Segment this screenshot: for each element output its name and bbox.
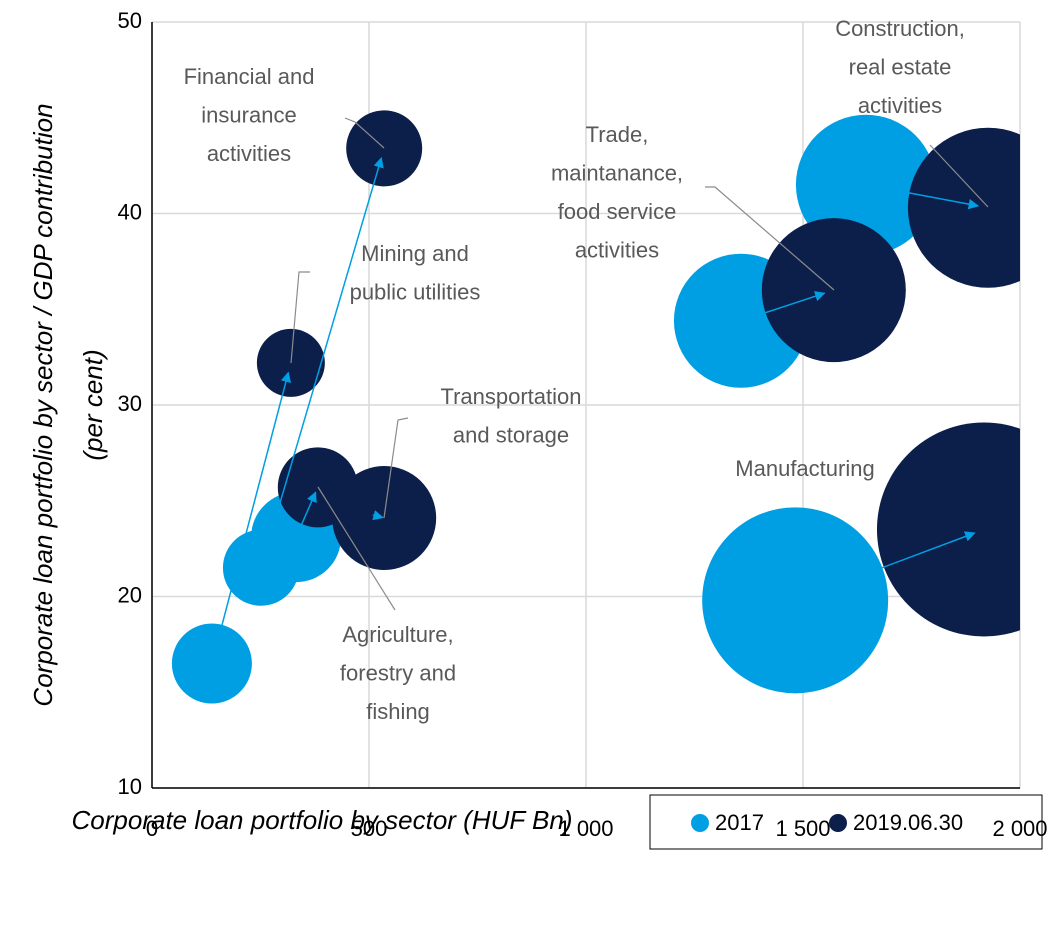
change-arrow [890, 188, 980, 210]
point-label: Mining and [361, 241, 469, 266]
point-label: Trade, [586, 122, 649, 147]
y-tick-label: 50 [118, 8, 142, 33]
y-tick-label: 30 [118, 391, 142, 416]
bubble [702, 507, 889, 694]
change-arrow [299, 491, 317, 528]
leader-line [929, 144, 989, 208]
point-label: Agriculture, [342, 622, 453, 647]
legend-marker [829, 814, 847, 832]
y-tick-label: 40 [118, 199, 142, 224]
x-tick-label: 500 [351, 816, 388, 841]
change-arrow [372, 510, 384, 521]
leader-line [344, 117, 385, 149]
leader-line [705, 186, 835, 291]
change-arrow [832, 531, 976, 587]
bubble [877, 422, 1020, 637]
legend-label: 2017 [715, 810, 764, 835]
change-arrow [218, 371, 292, 637]
legend-marker [691, 814, 709, 832]
point-label: Financial and [184, 64, 315, 89]
point-label: maintanance, [551, 160, 683, 185]
leader-line [317, 486, 396, 611]
point-label: public utilities [350, 279, 481, 304]
legend-label: 2019.06.30 [853, 810, 963, 835]
point-label: Manufacturing [735, 456, 874, 481]
point-label: Construction, [835, 16, 965, 41]
y-axis-title: (per cent) [78, 349, 108, 460]
point-label: activities [858, 93, 942, 118]
change-arrow [759, 291, 826, 316]
bubble [171, 623, 252, 704]
leader-line [383, 417, 409, 519]
x-tick-label: 1 000 [558, 816, 613, 841]
point-label: Transportation [440, 384, 581, 409]
point-label: insurance [201, 102, 296, 127]
x-tick-label: 0 [146, 816, 158, 841]
point-label: activities [575, 237, 659, 262]
point-label: real estate [849, 54, 952, 79]
bubble [346, 110, 423, 187]
leader-line [290, 271, 310, 364]
x-tick-label: 2 000 [992, 816, 1047, 841]
point-label: and storage [453, 422, 569, 447]
point-label: forestry and [340, 660, 456, 685]
legend-box [649, 794, 1043, 850]
change-arrow [267, 156, 384, 543]
y-tick-label: 20 [118, 582, 142, 607]
x-axis-title: Corporate loan portfolio by sector (HUF … [72, 805, 573, 835]
x-tick-label: 1 500 [775, 816, 830, 841]
y-axis-title: Corporate loan portfolio by sector / GDP… [28, 103, 58, 706]
point-label: fishing [366, 699, 430, 724]
y-tick-label: 10 [118, 774, 142, 799]
point-label: food service [558, 199, 677, 224]
point-label: activities [207, 141, 291, 166]
bubble [907, 127, 1020, 288]
